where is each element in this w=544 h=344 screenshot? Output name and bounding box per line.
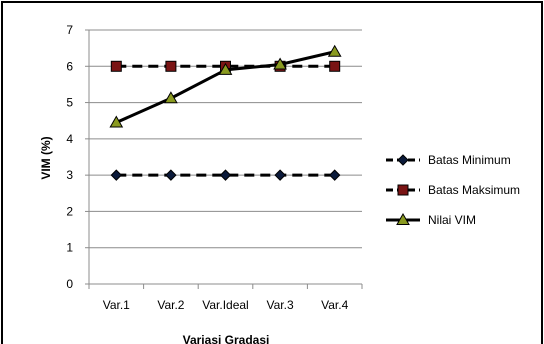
y-tick-label: 7 [66,23,73,37]
data-point [165,169,177,181]
data-point [274,169,286,181]
legend-marker [397,154,409,166]
data-point [327,44,342,57]
legend-item: Batas Minimum [386,153,511,167]
y-tick-label: 0 [66,277,73,291]
y-tick-label: 6 [66,59,73,73]
data-point [109,115,124,128]
y-axis-title: VIM (%) [39,136,53,179]
y-tick-label: 3 [66,168,73,182]
x-tick-label: Var.Ideal [202,298,248,312]
x-tick-label: Var.2 [157,298,184,312]
x-axis-title: Variasi Gradasi [183,333,270,344]
y-tick-label: 5 [66,96,73,110]
data-point [328,169,341,181]
legend-label: Batas Maksimum [428,183,520,197]
data-point [273,57,287,70]
x-tick-label: Var.4 [321,298,348,312]
x-tick-label: Var.1 [103,298,130,312]
plot-series [109,44,342,181]
series-2 [109,44,342,128]
x-tick-label: Var.3 [267,298,294,312]
legend: Batas Minimum Batas Maksimum Nilai VIM [386,153,520,227]
y-axis: 0 1 2 3 4 5 6 7 [66,23,90,291]
series-0 [110,169,341,181]
legend-item: Nilai VIM [386,212,476,227]
data-point [165,60,177,72]
x-axis: Var.1 Var.2 Var.Ideal Var.3 Var.4 [88,283,363,312]
y-tick-label: 2 [66,204,73,218]
legend-marker [397,184,409,196]
data-point [164,91,178,104]
legend-marker [396,212,410,225]
legend-label: Batas Minimum [428,153,511,167]
y-tick-label: 4 [66,132,73,146]
data-point [219,169,232,181]
data-point [110,169,123,181]
data-point [218,62,233,75]
legend-label: Nilai VIM [428,213,476,227]
data-point [329,60,341,72]
legend-item: Batas Maksimum [386,183,520,197]
y-tick-label: 1 [66,241,73,255]
data-point [110,60,122,72]
